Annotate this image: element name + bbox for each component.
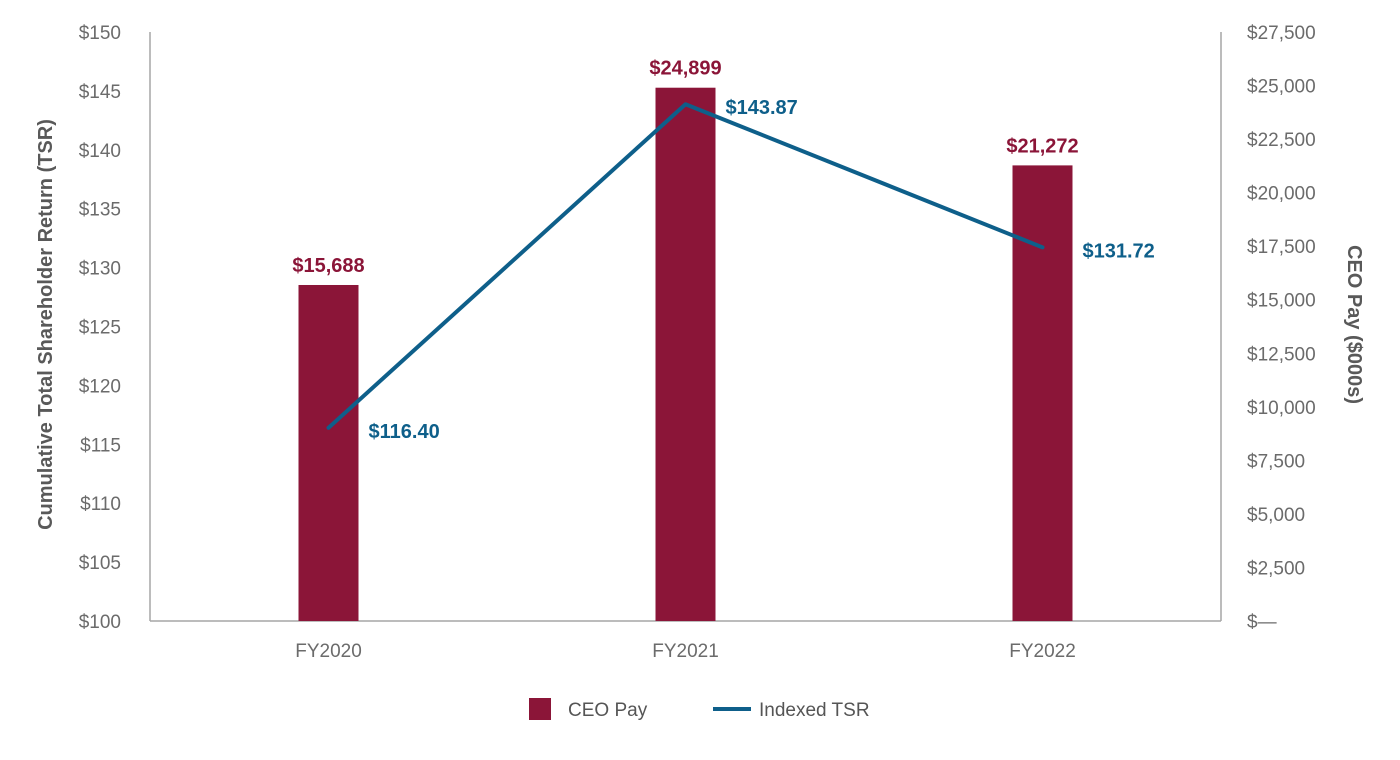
right-tick-label: $20,000: [1247, 184, 1316, 205]
right-tick-label: $25,000: [1247, 77, 1316, 98]
indexed-tsr-line: [326, 102, 1045, 430]
left-axis-title: Cumulative Total Shareholder Return (TSR…: [35, 119, 57, 530]
ceo-pay-value-label: $21,272: [1006, 135, 1078, 157]
right-axis-title: CEO Pay ($000s): [1343, 245, 1365, 404]
ceo-pay-bar: [1012, 165, 1073, 621]
left-tick-label: $145: [79, 82, 121, 103]
left-tick-label: $100: [79, 612, 121, 633]
left-tick-label: $120: [79, 376, 121, 397]
left-tick-label: $140: [79, 141, 121, 162]
x-tick-label: FY2022: [1009, 641, 1076, 662]
ceo-pay-bar: [298, 284, 359, 621]
left-tick-label: $115: [80, 435, 121, 456]
right-tick-label: $17,500: [1247, 237, 1316, 258]
left-tick-label: $135: [79, 200, 121, 221]
ceo-pay-bar: [655, 87, 716, 622]
ceo-pay-value-label: $15,688: [292, 255, 364, 277]
right-tick-label: $2,500: [1247, 558, 1305, 579]
right-tick-label: $27,500: [1247, 23, 1316, 44]
legend-ceo-pay-label: CEO Pay: [568, 700, 648, 721]
indexed-tsr-value-label: $143.87: [726, 97, 798, 119]
right-tick-label: $7,500: [1247, 451, 1305, 472]
right-tick-label: $10,000: [1247, 398, 1316, 419]
ceo-pay-value-label: $24,899: [649, 58, 721, 80]
right-tick-label: $22,500: [1247, 130, 1316, 151]
left-tick-label: $105: [79, 553, 121, 574]
right-tick-label: $5,000: [1247, 505, 1305, 526]
right-tick-label: $12,500: [1247, 344, 1316, 365]
left-tick-label: $150: [79, 23, 121, 44]
left-tick-label: $130: [79, 259, 121, 280]
legend-indexed-tsr-label: Indexed TSR: [759, 700, 870, 721]
right-tick-label: $—: [1247, 612, 1277, 633]
left-tick-label: $125: [79, 318, 121, 339]
indexed-tsr-value-label: $131.72: [1083, 240, 1155, 262]
indexed-tsr-value-label: $116.40: [369, 421, 440, 443]
legend-ceo-pay-swatch: [529, 698, 551, 720]
x-tick-label: FY2020: [295, 641, 362, 662]
left-tick-label: $110: [80, 494, 121, 515]
right-tick-label: $15,000: [1247, 291, 1316, 312]
x-tick-label: FY2021: [652, 641, 719, 662]
